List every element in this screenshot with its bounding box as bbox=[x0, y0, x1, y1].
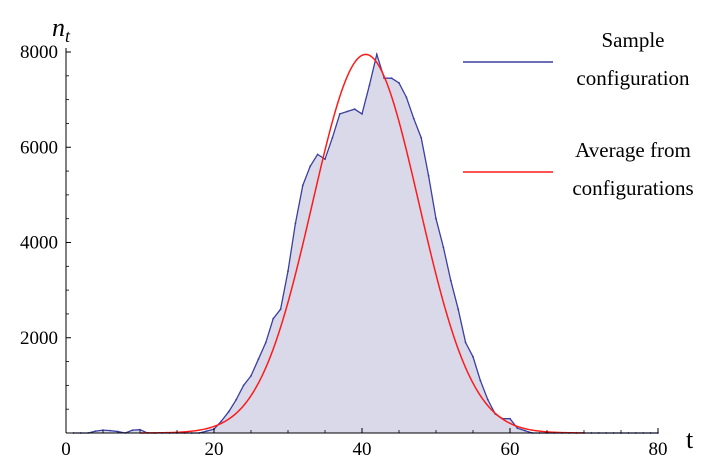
sample-configuration-point bbox=[353, 108, 356, 111]
sample-configuration-point bbox=[309, 165, 312, 168]
legend-label-sample: configuration bbox=[576, 66, 690, 90]
sample-configuration-point bbox=[375, 53, 378, 56]
x-axis-title: t bbox=[686, 425, 694, 454]
sample-configuration-point bbox=[405, 96, 408, 99]
sample-configuration-point bbox=[109, 429, 112, 432]
y-tick-label: 4000 bbox=[20, 233, 58, 254]
axes: 0 20 40 60 80 2000 4000 6000 8000 t nt bbox=[20, 13, 694, 459]
sample-configuration-point bbox=[242, 384, 245, 387]
sample-configuration-point bbox=[398, 82, 400, 84]
sample-configuration-point bbox=[94, 430, 97, 432]
sample-configuration-point bbox=[301, 184, 304, 187]
sample-configuration-point bbox=[509, 417, 511, 420]
sample-configuration-point bbox=[279, 308, 282, 311]
sample-configuration-point bbox=[449, 279, 452, 282]
x-tick-label: 40 bbox=[353, 439, 372, 459]
x-tick-label: 20 bbox=[205, 439, 224, 459]
sample-configuration-point bbox=[235, 398, 238, 401]
x-tick-label: 0 bbox=[61, 439, 71, 459]
sample-configuration-point bbox=[250, 374, 252, 377]
sample-configuration-point bbox=[316, 153, 319, 156]
y-tick-label: 8000 bbox=[20, 42, 58, 63]
sample-configuration-point bbox=[479, 379, 482, 382]
sample-configuration-point bbox=[131, 429, 134, 432]
sample-configuration-point bbox=[427, 174, 430, 177]
sample-configuration-point bbox=[287, 270, 289, 272]
sample-configuration-point bbox=[294, 222, 297, 225]
sample-configuration-point bbox=[324, 158, 326, 161]
sample-configuration-point bbox=[420, 136, 423, 139]
legend: Sample configuration Average from configura… bbox=[463, 28, 694, 200]
sample-configuration-point bbox=[331, 136, 334, 139]
sample-configuration-point bbox=[338, 113, 341, 115]
sample-configuration-point bbox=[412, 117, 415, 120]
sample-configuration-point bbox=[220, 420, 223, 422]
sample-configuration-point bbox=[464, 341, 467, 344]
sample-configuration-point bbox=[442, 246, 445, 249]
average-configurations-line bbox=[139, 53, 585, 434]
legend-label-average: Average from bbox=[575, 138, 691, 162]
sample-configuration-point bbox=[272, 317, 275, 320]
sample-configuration-point bbox=[486, 398, 489, 401]
sample-configuration-point bbox=[116, 430, 119, 433]
sample-configuration-point bbox=[472, 355, 474, 358]
sample-configuration-point bbox=[227, 410, 230, 413]
sample-configuration-point bbox=[139, 428, 141, 431]
sample-configuration-point bbox=[264, 341, 267, 344]
plot-area bbox=[72, 51, 659, 434]
x-tick-label: 60 bbox=[501, 439, 520, 459]
y-tick-label: 2000 bbox=[20, 328, 58, 349]
legend-label-average: configurations bbox=[572, 176, 693, 200]
sample-configuration-point bbox=[257, 358, 260, 361]
sample-configuration-point bbox=[205, 430, 208, 432]
legend-label-sample: Sample bbox=[602, 28, 665, 52]
sample-configuration-point bbox=[516, 427, 519, 430]
sample-configuration-point bbox=[435, 217, 437, 220]
y-tick-label: 6000 bbox=[20, 137, 58, 158]
y-axis-title: nt bbox=[52, 13, 71, 46]
sample-configuration-point bbox=[390, 77, 393, 80]
sample-configuration-point bbox=[457, 308, 460, 311]
x-tick-label: 80 bbox=[649, 439, 668, 459]
sample-configuration-point bbox=[523, 429, 526, 432]
sample-configuration-point bbox=[368, 84, 371, 87]
sample-configuration-area bbox=[73, 54, 658, 433]
sample-configuration-point bbox=[361, 113, 363, 115]
sample-configuration-point bbox=[346, 110, 349, 113]
